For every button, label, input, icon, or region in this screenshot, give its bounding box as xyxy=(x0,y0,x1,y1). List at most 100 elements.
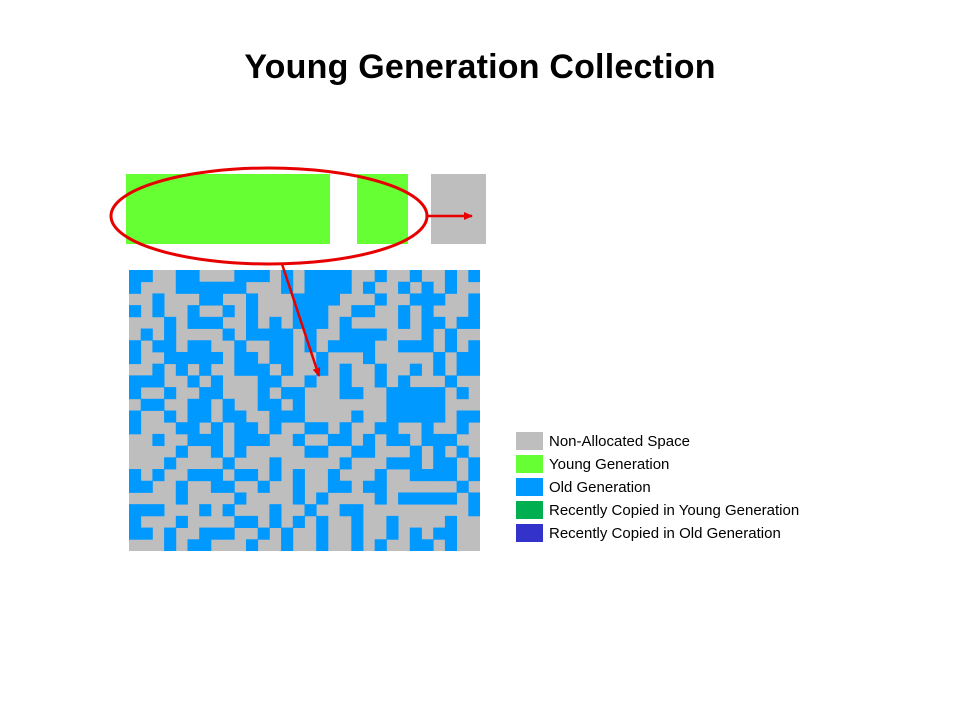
old-generation-cell xyxy=(409,527,422,540)
old-generation-cell xyxy=(433,469,446,482)
old-generation-cell xyxy=(339,270,352,283)
old-generation-cell xyxy=(246,363,259,376)
old-generation-cell xyxy=(409,445,422,458)
old-generation-cell xyxy=(246,433,259,447)
old-generation-cell xyxy=(304,293,317,306)
old-generation-cell xyxy=(257,433,270,447)
old-generation-cell xyxy=(164,340,177,353)
old-generation-cell xyxy=(304,504,317,517)
old-generation-cell xyxy=(281,328,294,341)
old-generation-cell xyxy=(199,469,212,482)
old-generation-cell xyxy=(339,316,352,329)
old-generation-cell xyxy=(199,281,212,294)
old-generation-cell xyxy=(222,398,235,411)
old-generation-cell xyxy=(409,398,422,411)
old-generation-cell xyxy=(421,293,434,306)
old-generation-cell xyxy=(398,375,411,388)
old-generation-cell xyxy=(409,363,422,376)
old-generation-cell xyxy=(351,328,364,341)
old-generation-cell xyxy=(210,293,223,306)
old-generation-cell xyxy=(351,539,364,551)
old-generation-cell xyxy=(339,457,352,470)
old-generation-cell xyxy=(339,363,352,376)
legend-swatch xyxy=(516,524,543,542)
legend-swatch xyxy=(516,478,543,496)
legend-label: Old Generation xyxy=(549,479,651,496)
old-generation-cell xyxy=(246,305,259,318)
old-generation-cell xyxy=(386,457,399,470)
old-generation-cell xyxy=(269,328,282,341)
old-generation-cell xyxy=(269,351,282,365)
old-generation-cell xyxy=(398,281,411,294)
old-generation-cell xyxy=(292,469,305,482)
survivor-from-block xyxy=(357,174,408,244)
old-generation-cell xyxy=(281,363,294,376)
old-generation-cell xyxy=(187,340,200,353)
old-generation-cell xyxy=(339,328,352,341)
old-generation-cell xyxy=(129,387,142,400)
old-generation-cell xyxy=(175,422,188,435)
old-generation-cell xyxy=(187,469,200,482)
old-generation-cell xyxy=(339,504,352,517)
old-generation-cell xyxy=(339,387,352,400)
old-generation-cell xyxy=(398,316,411,329)
old-generation-cell xyxy=(269,422,282,435)
old-generation-cell xyxy=(269,469,282,482)
old-generation-cell xyxy=(363,433,376,447)
old-generation-cell xyxy=(129,469,142,482)
old-generation-cell xyxy=(246,539,259,551)
old-generation-cell xyxy=(222,457,235,470)
old-generation-cell xyxy=(269,457,282,470)
old-generation-cell xyxy=(433,316,446,329)
old-generation-cell xyxy=(164,410,177,423)
old-generation-cell xyxy=(210,469,223,482)
old-generation-cell xyxy=(433,363,446,376)
old-generation-cell xyxy=(444,527,457,540)
old-generation-cell xyxy=(129,281,142,294)
old-generation-cell xyxy=(210,375,223,388)
old-generation-cell xyxy=(351,340,364,353)
old-generation-cell xyxy=(257,387,270,400)
old-generation-cell xyxy=(257,480,270,493)
old-generation-cell xyxy=(444,515,457,528)
old-generation-cell xyxy=(175,515,188,528)
old-generation-cell xyxy=(199,316,212,329)
old-generation-cell xyxy=(468,340,480,353)
old-generation-cell xyxy=(398,433,411,447)
old-generation-cell xyxy=(304,305,317,318)
old-generation-cell xyxy=(222,504,235,517)
old-generation-cell xyxy=(316,422,329,435)
old-generation-cell xyxy=(374,480,387,493)
old-generation-cell xyxy=(281,410,294,423)
old-generation-cell xyxy=(339,375,352,388)
old-generation-cell xyxy=(187,281,200,294)
old-generation-cell xyxy=(199,351,212,365)
old-generation-cell xyxy=(129,340,142,353)
old-generation-cell xyxy=(164,387,177,400)
old-generation-cell xyxy=(281,340,294,353)
old-generation-cell xyxy=(468,457,480,470)
old-generation-cell xyxy=(444,492,457,505)
old-generation-cell xyxy=(187,410,200,423)
old-generation-cell xyxy=(234,469,247,482)
old-generation-cell xyxy=(129,270,142,283)
old-generation-cell xyxy=(234,281,247,294)
old-generation-cell xyxy=(316,445,329,458)
old-generation-cell xyxy=(421,469,434,482)
old-generation-cell xyxy=(175,281,188,294)
old-generation-cell xyxy=(175,445,188,458)
old-generation-cell xyxy=(210,527,223,540)
old-generation-cell xyxy=(246,328,259,341)
old-generation-cell xyxy=(187,433,200,447)
old-generation-cell xyxy=(175,492,188,505)
old-generation-cell xyxy=(164,351,177,365)
old-generation-cell xyxy=(292,515,305,528)
legend-label: Young Generation xyxy=(549,456,670,473)
old-generation-cell xyxy=(210,387,223,400)
old-generation-cell xyxy=(456,480,469,493)
old-generation-cell xyxy=(199,387,212,400)
old-generation-cell xyxy=(444,270,457,283)
old-generation-cell xyxy=(222,281,235,294)
old-generation-cell xyxy=(234,445,247,458)
old-generation-cell xyxy=(164,527,177,540)
